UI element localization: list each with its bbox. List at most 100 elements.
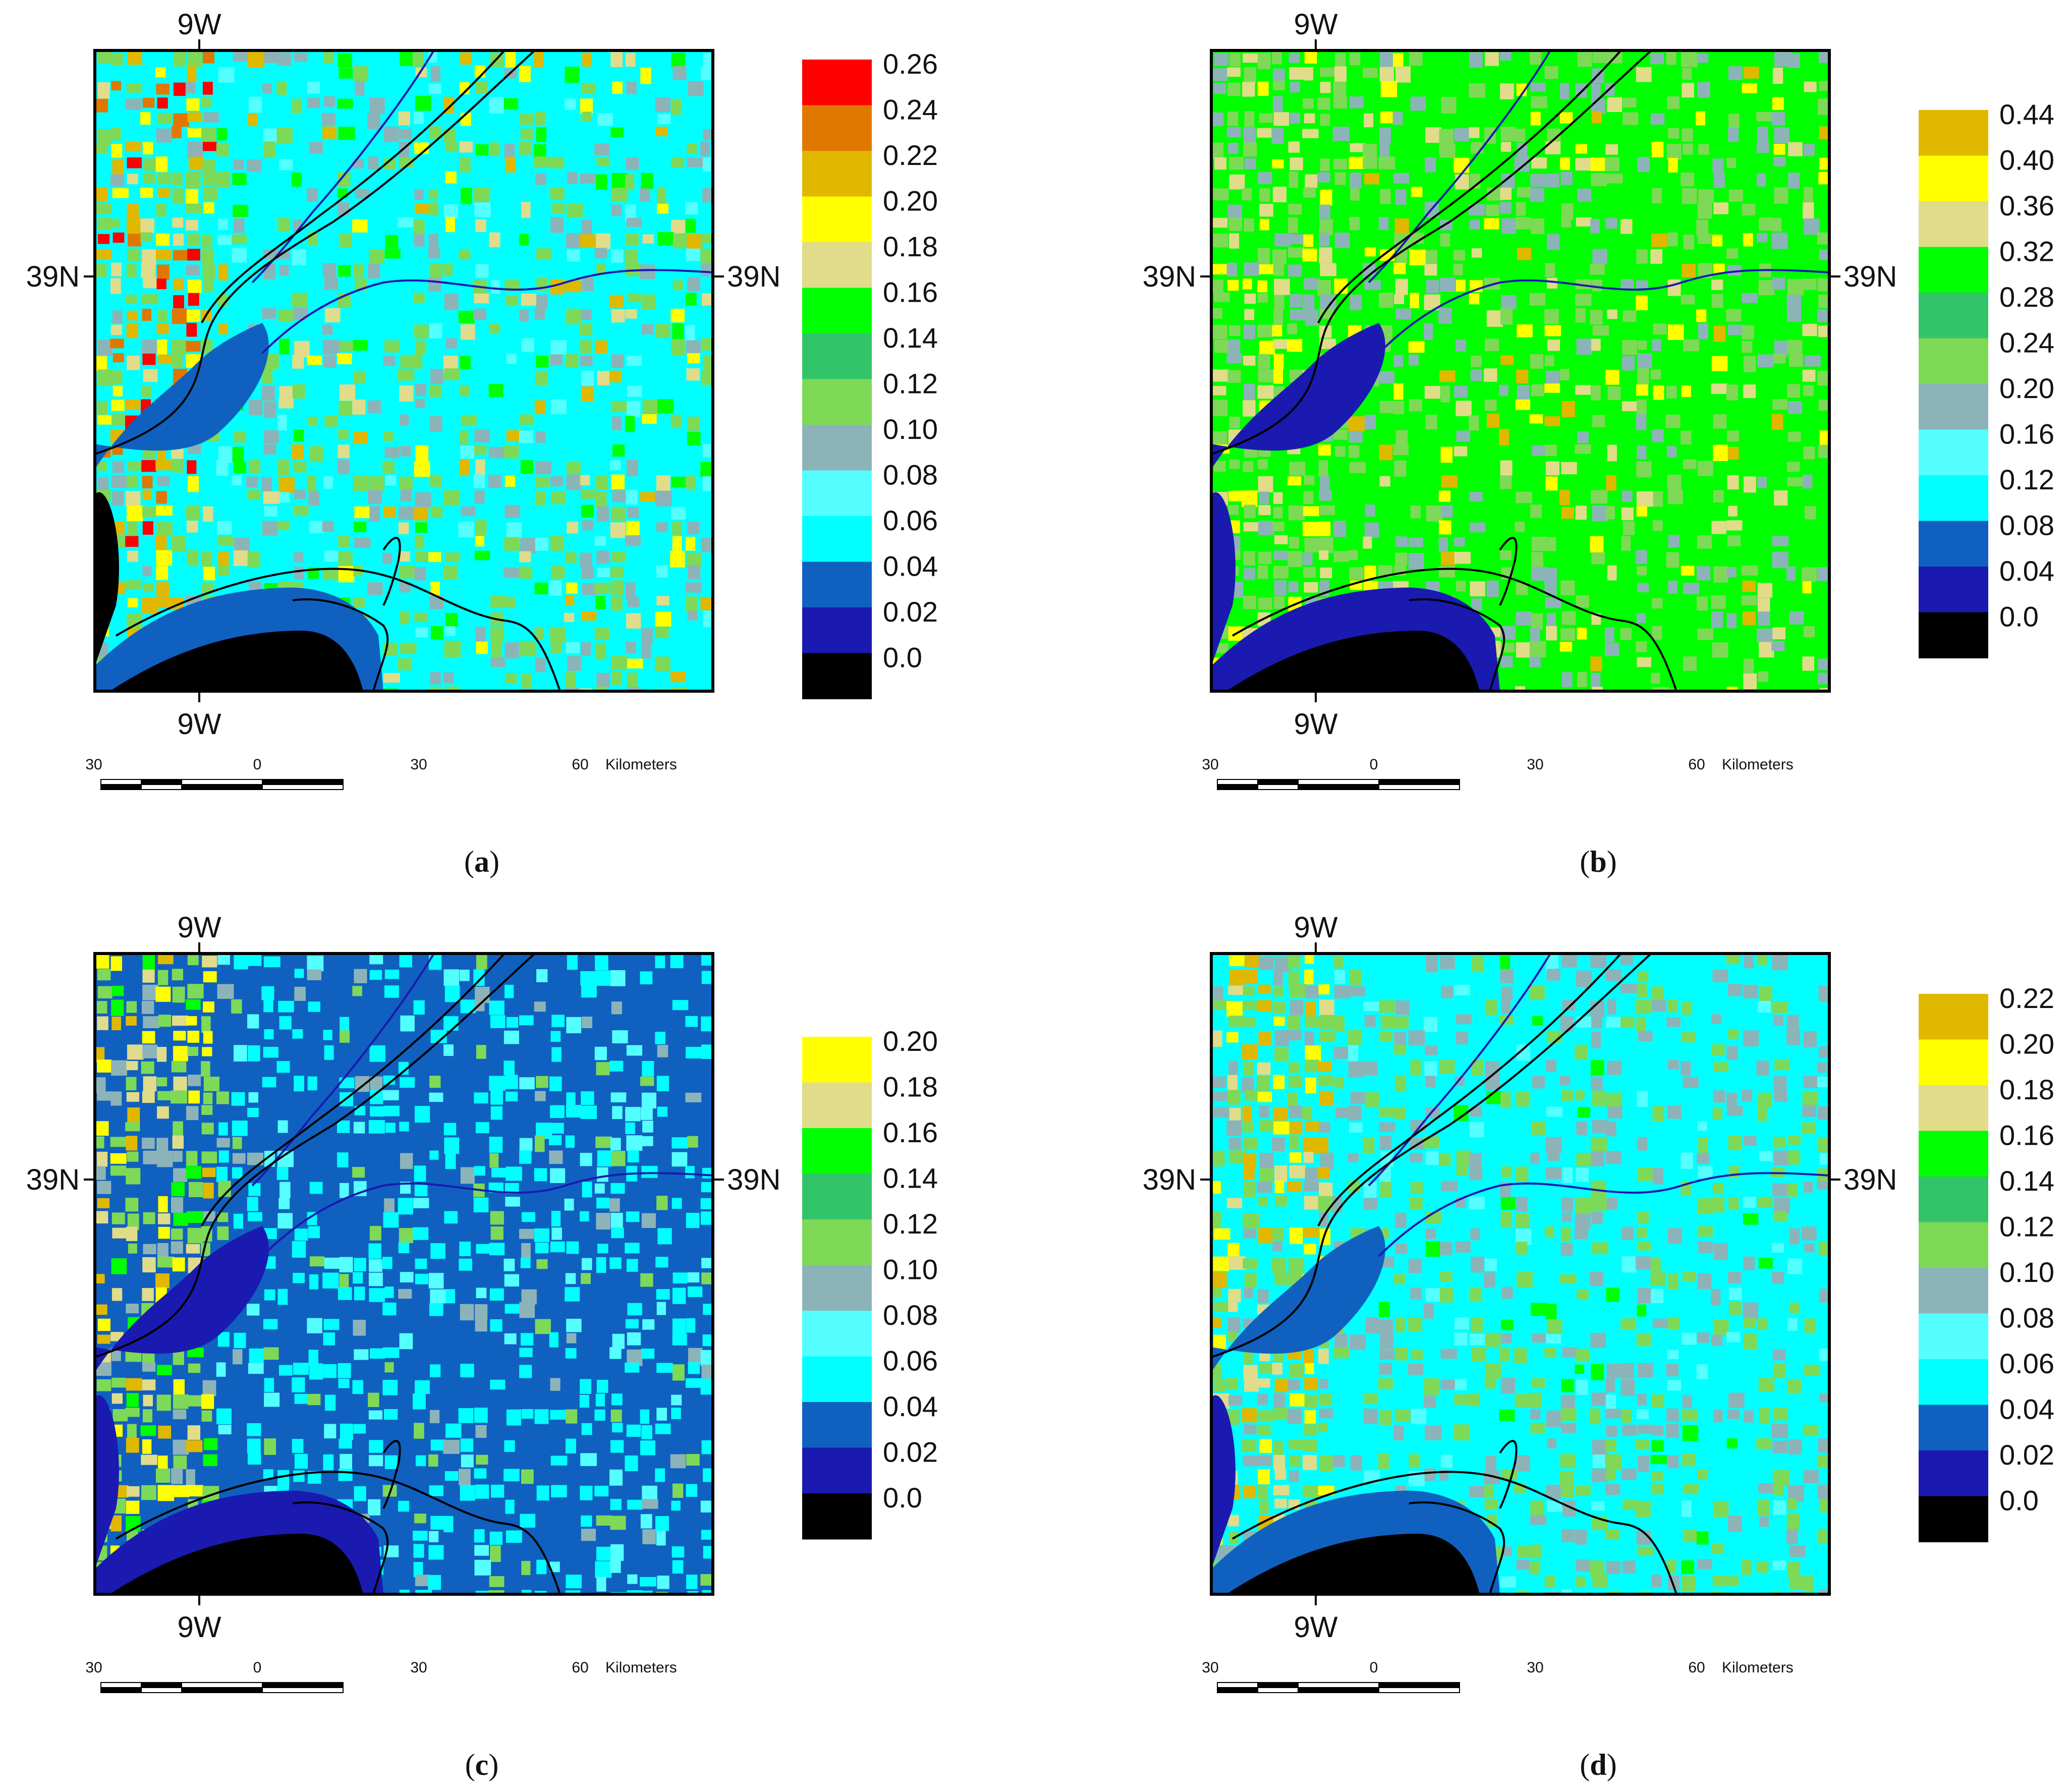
pixel-block (158, 954, 174, 965)
pixel-block (1287, 1379, 1300, 1390)
pixel-block (1302, 1485, 1319, 1497)
pixel-block (611, 474, 625, 489)
pixel-block (672, 1333, 687, 1346)
pixel-block (110, 1153, 127, 1164)
pixel-block (157, 1243, 169, 1258)
pixel-block (429, 323, 442, 339)
pixel-block (686, 248, 700, 261)
pixel-block (1500, 475, 1512, 489)
pixel-block (337, 1121, 350, 1133)
pixel-block (1787, 53, 1800, 68)
pixel-block (216, 128, 227, 141)
pixel-block (610, 1516, 626, 1530)
pixel-block (642, 294, 656, 310)
pixel-block (1743, 233, 1753, 247)
pixel-block (1576, 1485, 1591, 1496)
pixel-block (353, 340, 368, 351)
pixel-block (1727, 1409, 1740, 1419)
pixel-block (1228, 143, 1239, 154)
pixel-block (1484, 368, 1497, 382)
pixel-block (1756, 1561, 1769, 1573)
scale-segment-top (1217, 779, 1258, 785)
pixel-block (1349, 445, 1360, 458)
pixel-block (1334, 233, 1350, 248)
pixel-block (1772, 1271, 1784, 1284)
pixel-block (1561, 1423, 1577, 1433)
scale-segment-bottom (262, 1687, 344, 1693)
pixel-block (687, 431, 701, 445)
pixel-block (567, 172, 578, 184)
scale-segment-top (1217, 1682, 1258, 1688)
pixel-block (476, 954, 487, 970)
pixel-block (1303, 98, 1314, 109)
pixel-block (1393, 355, 1404, 367)
pixel-block (354, 522, 367, 532)
pixel-block (1305, 1001, 1316, 1017)
pixel-block (141, 1454, 157, 1465)
pixel-block (1334, 985, 1351, 999)
pixel-block (1621, 1468, 1637, 1480)
pixel-block (353, 1122, 365, 1134)
scale-segment-top (1378, 1682, 1460, 1688)
pixel-block (171, 1241, 183, 1254)
pixel-block (580, 971, 597, 986)
pixel-block (1774, 127, 1789, 143)
pixel-block (1577, 188, 1592, 202)
pixel-block (443, 1439, 460, 1454)
pixel-block (567, 955, 578, 970)
pixel-block (324, 96, 335, 107)
pixel-block (1590, 310, 1603, 325)
pixel-block (1713, 444, 1728, 461)
pixel-block (111, 1060, 127, 1076)
pixel-block (1273, 550, 1288, 561)
pixel-block (113, 232, 125, 243)
pixel-block (1786, 1015, 1799, 1031)
pixel-block (1713, 566, 1728, 583)
pixel-block (142, 1439, 152, 1454)
pixel-block (413, 1531, 428, 1541)
pixel-block (444, 368, 460, 380)
pixel-block (1469, 219, 1480, 230)
pixel-block (685, 582, 702, 593)
pixel-block (1772, 1243, 1784, 1253)
pixel-block (1441, 475, 1458, 488)
legend-swatch (1919, 612, 1988, 658)
lon-label-top: 9W (1294, 911, 1338, 944)
pixel-block (277, 1120, 288, 1133)
pixel-block (202, 52, 214, 64)
pixel-block (157, 113, 173, 124)
pixel-block (1380, 1182, 1392, 1198)
pixel-block (428, 189, 438, 199)
estuary-water (1211, 323, 1385, 469)
pixel-block (1682, 1576, 1696, 1591)
pixel-block (1258, 369, 1274, 382)
pixel-block (1304, 278, 1320, 290)
pixel-block (1227, 1075, 1238, 1091)
pixel-block (294, 552, 303, 563)
pixel-block (1305, 1077, 1316, 1094)
pixel-block (1272, 1363, 1282, 1375)
pixel-block (1727, 430, 1739, 442)
pixel-block (1272, 1227, 1284, 1241)
pixel-block (1333, 96, 1347, 109)
pixel-block (444, 294, 459, 310)
pixel-block (96, 1166, 106, 1180)
pixel-block (1636, 249, 1648, 264)
pixel-block (1529, 1561, 1541, 1575)
pixel-block (398, 658, 412, 670)
pixel-block (1226, 1198, 1243, 1208)
pixel-block (1258, 956, 1274, 970)
pixel-block (1622, 521, 1635, 535)
scale-segment-bottom (181, 784, 263, 790)
pixel-block (1803, 1425, 1819, 1436)
pixel-block (550, 1031, 561, 1042)
pixel-block (158, 1226, 170, 1239)
pixel-block (292, 1241, 306, 1258)
pixel-block (459, 385, 470, 397)
pixel-block (1453, 157, 1470, 173)
pixel-block (172, 1257, 185, 1272)
pixel-block (520, 1257, 531, 1268)
pixel-block (1393, 1425, 1404, 1441)
pixel-block (1319, 476, 1330, 493)
pixel-block (428, 277, 441, 292)
